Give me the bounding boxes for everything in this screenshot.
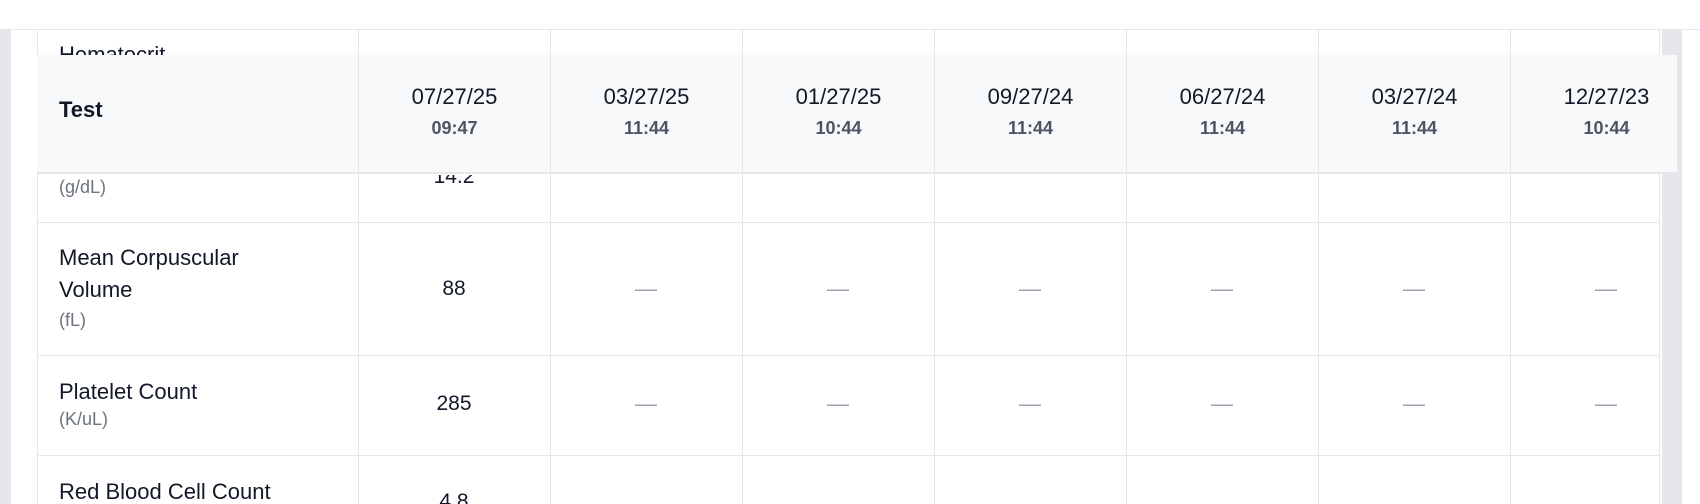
header-date: 07/27/25 — [411, 84, 498, 109]
result-value: 14.2 — [433, 175, 475, 188]
left-divider — [0, 30, 11, 504]
header-time: 09:47 — [431, 118, 478, 138]
header-date: 12/27/23 — [1563, 84, 1650, 109]
header-date: 01/27/25 — [795, 84, 882, 109]
result-value: 285 — [436, 392, 472, 415]
row-unit: (fL) — [59, 310, 86, 330]
grid-line — [742, 30, 743, 504]
header-time: 10:44 — [815, 118, 862, 138]
empty-value: — — [1019, 391, 1041, 416]
empty-value: — — [1403, 391, 1425, 416]
grid-line — [1510, 30, 1511, 504]
row-unit: (g/dL) — [59, 177, 107, 197]
empty-value: — — [635, 391, 657, 416]
header-time: 11:44 — [623, 118, 670, 138]
result-value: 4.8 — [439, 490, 469, 504]
header-date-column[interactable]: 01/27/25 10:44 — [742, 55, 934, 172]
header-date-column[interactable]: 07/27/25 09:47 — [358, 55, 550, 172]
row-divider — [37, 455, 1659, 456]
header-date-column[interactable]: 12/27/23 10:44 — [1510, 55, 1700, 172]
result-value: 88 — [442, 277, 466, 300]
header-time: 11:44 — [1007, 118, 1054, 138]
header-date: 03/27/24 — [1371, 84, 1458, 109]
table-row: Hematocrit — [59, 30, 339, 55]
empty-value: — — [827, 276, 849, 301]
header-test-label: Test — [59, 97, 103, 122]
table-row-value: 14.2 — [358, 175, 550, 191]
grid-line — [1318, 30, 1319, 504]
empty-value: — — [1019, 276, 1041, 301]
grid-line — [550, 30, 551, 504]
empty-value: — — [635, 276, 657, 301]
grid-line — [358, 30, 359, 504]
header-date: 09/27/24 — [987, 84, 1074, 109]
header-date: 03/27/25 — [603, 84, 690, 109]
row-test-name: Mean Corpuscular Volume — [59, 242, 299, 306]
row-test-name: Hematocrit — [59, 42, 166, 55]
table-row-value: 4.8 — [358, 488, 550, 504]
header-date-column[interactable]: 03/27/25 11:44 — [550, 55, 742, 172]
grid-line — [934, 30, 935, 504]
row-test-name: Red Blood Cell Count — [59, 479, 271, 504]
grid-line — [37, 30, 38, 504]
top-bar — [0, 0, 1700, 30]
empty-value: — — [1595, 276, 1617, 301]
header-date-column[interactable]: 06/27/24 11:44 — [1126, 55, 1318, 172]
header-date: 06/27/24 — [1179, 84, 1266, 109]
empty-value: — — [1211, 391, 1233, 416]
header-date-column[interactable]: 03/27/24 11:44 — [1318, 55, 1510, 172]
table-header: Test 07/27/25 09:47 03/27/25 11:44 01/27… — [37, 55, 1677, 174]
grid-line — [1659, 30, 1660, 504]
grid-line — [1126, 30, 1127, 504]
empty-value: — — [1403, 276, 1425, 301]
row-test-name-text: Mean Corpuscular Volume — [59, 245, 239, 302]
row-test-name: Platelet Count — [59, 379, 198, 404]
empty-value: — — [1211, 276, 1233, 301]
header-time: 11:44 — [1199, 118, 1246, 138]
row-divider — [37, 355, 1659, 356]
row-divider — [37, 222, 1659, 223]
empty-value: — — [1595, 391, 1617, 416]
header-date-column[interactable]: 09/27/24 11:44 — [934, 55, 1126, 172]
row-unit: (K/uL) — [59, 409, 109, 429]
header-time: 10:44 — [1583, 118, 1630, 138]
empty-value: — — [827, 391, 849, 416]
header-time: 11:44 — [1391, 118, 1438, 138]
